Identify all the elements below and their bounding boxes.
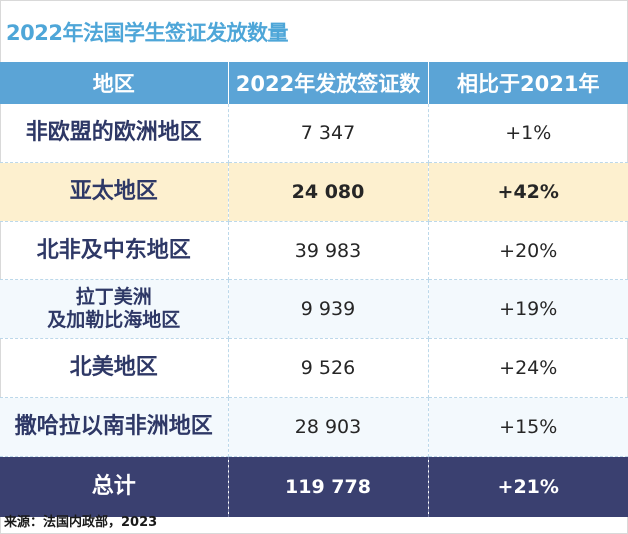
region-cell: 亚太地区 <box>0 162 229 222</box>
visas-value: 9 526 <box>300 357 356 379</box>
region-label-line1: 拉丁美洲 <box>75 286 152 308</box>
header-change: 相比于2021年 <box>428 62 628 104</box>
header-row: 地区 2022年发放签证数 相比于2021年 <box>0 62 628 104</box>
region-cell: 北美地区 <box>0 338 229 398</box>
visas-value: 28 903 <box>294 416 362 438</box>
visas-cell: 9 939 <box>228 279 429 339</box>
change-cell: +1% <box>428 104 628 163</box>
total-visas-cell: 119 778 <box>228 456 429 517</box>
visas-cell: 28 903 <box>228 397 429 457</box>
change-value: +24% <box>499 357 558 379</box>
visas-cell: 7 347 <box>228 104 429 163</box>
region-cell: 撒哈拉以南非洲地区 <box>0 397 229 457</box>
total-label-cell: 总计 <box>0 456 229 517</box>
change-cell: +42% <box>428 162 628 222</box>
table-row: 北非及中东地区 39 983 +20% <box>0 221 628 280</box>
total-change-cell: +21% <box>428 456 628 517</box>
visas-value: 24 080 <box>291 181 365 203</box>
change-cell: +19% <box>428 279 628 339</box>
region-label: 北美地区 <box>69 355 158 380</box>
visas-value: 9 939 <box>300 298 356 320</box>
visas-value: 39 983 <box>294 239 362 262</box>
region-label-line2: 及加勒比海地区 <box>47 309 181 331</box>
source-note: 来源：法国内政部，2023 <box>4 515 158 530</box>
change-value: +19% <box>499 298 558 320</box>
table-row: 北美地区 9 526 +24% <box>0 338 628 398</box>
change-value: +1% <box>505 122 552 144</box>
visa-table: 地区 2022年发放签证数 相比于2021年 非欧盟的欧洲地区 7 347 +1… <box>0 62 628 517</box>
visas-cell: 39 983 <box>228 221 429 280</box>
visas-cell: 9 526 <box>228 338 429 398</box>
region-cell: 拉丁美洲 及加勒比海地区 <box>0 279 229 339</box>
table-row-highlighted: 亚太地区 24 080 +42% <box>0 162 628 222</box>
region-cell: 北非及中东地区 <box>0 221 229 280</box>
total-change-value: +21% <box>497 476 559 498</box>
change-value: +15% <box>499 416 558 438</box>
visas-value: 7 347 <box>300 122 356 144</box>
total-row: 总计 119 778 +21% <box>0 456 628 517</box>
table-row: 撒哈拉以南非洲地区 28 903 +15% <box>0 397 628 457</box>
region-label: 北非及中东地区 <box>36 237 191 263</box>
region-label: 非欧盟的欧洲地区 <box>25 120 202 145</box>
total-label: 总计 <box>91 474 136 499</box>
table-row: 拉丁美洲 及加勒比海地区 9 939 +19% <box>0 279 628 339</box>
region-label: 亚太地区 <box>69 179 158 204</box>
header-visas: 2022年发放签证数 <box>228 62 429 104</box>
table-row: 非欧盟的欧洲地区 7 347 +1% <box>0 104 628 163</box>
total-visas-value: 119 778 <box>285 476 371 498</box>
change-cell: +15% <box>428 397 628 457</box>
change-value: +42% <box>497 181 559 203</box>
region-label: 撒哈拉以南非洲地区 <box>14 414 213 439</box>
change-cell: +20% <box>428 221 628 280</box>
header-region: 地区 <box>0 62 229 104</box>
chart-title: 2022年法国学生签证发放数量 <box>6 21 288 45</box>
change-value: +20% <box>499 239 558 262</box>
visas-cell: 24 080 <box>228 162 429 222</box>
region-cell: 非欧盟的欧洲地区 <box>0 104 229 163</box>
change-cell: +24% <box>428 338 628 398</box>
